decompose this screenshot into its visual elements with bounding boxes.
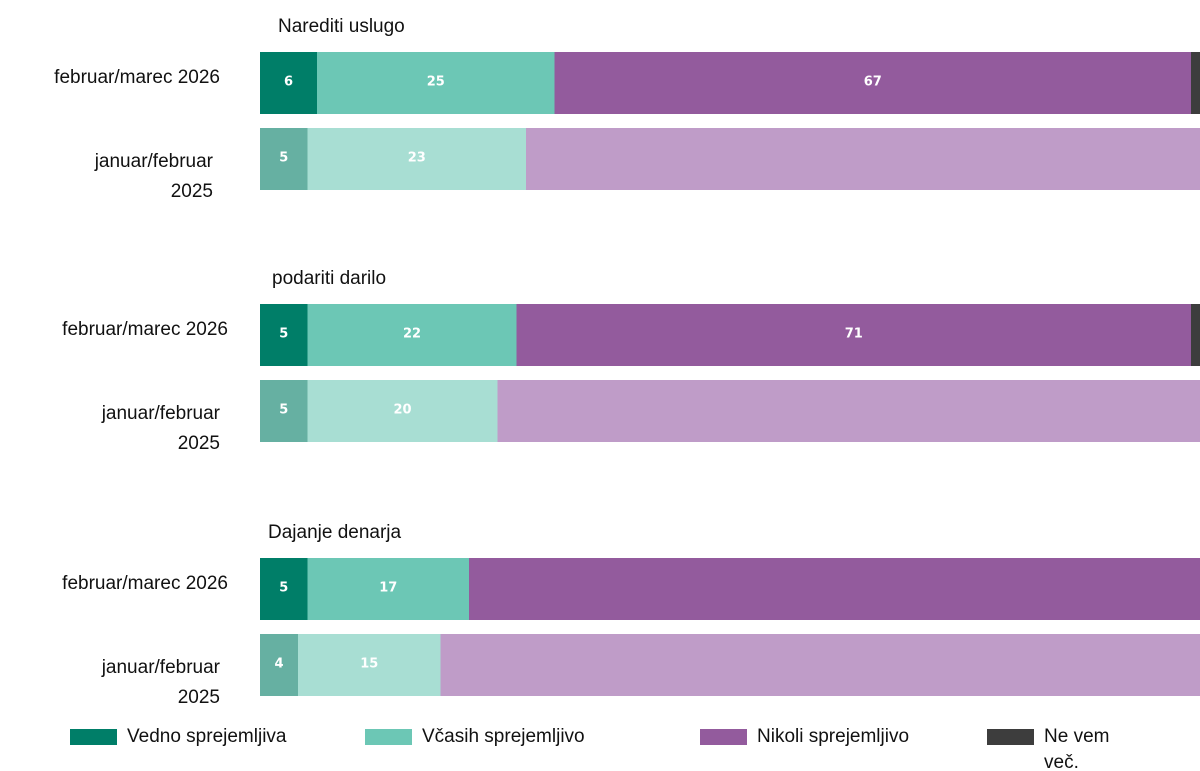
value-label: 20 bbox=[393, 403, 411, 418]
bar-segment bbox=[307, 380, 498, 442]
value-label: 25 bbox=[427, 75, 445, 90]
bar-segment bbox=[307, 558, 469, 620]
category-label: februar/marec 2026 bbox=[54, 67, 220, 88]
category-label: januar/februar 2025 bbox=[101, 657, 221, 708]
legend-label: Nikoli sprejemljivo bbox=[757, 726, 910, 747]
value-label: 15 bbox=[360, 657, 378, 672]
category-label: januar/februar 2025 bbox=[94, 151, 214, 202]
category-line: januar/februar bbox=[94, 151, 214, 172]
value-label: 5 bbox=[279, 327, 288, 342]
category-line: 2025 bbox=[178, 433, 220, 454]
bar-segment bbox=[260, 304, 308, 366]
value-label: 5 bbox=[279, 581, 288, 596]
bar-segment bbox=[260, 380, 308, 442]
bar-segment bbox=[260, 52, 317, 114]
bar-segment bbox=[260, 128, 308, 190]
legend-swatch bbox=[987, 729, 1034, 745]
bar-segment bbox=[497, 380, 1200, 442]
category-label: februar/marec 2026 bbox=[62, 319, 228, 340]
legend-swatch bbox=[365, 729, 412, 745]
category-label: februar/marec 2026 bbox=[62, 573, 228, 594]
value-label: 22 bbox=[403, 327, 421, 342]
value-label: 23 bbox=[408, 151, 426, 166]
value-label: 71 bbox=[845, 327, 863, 342]
bar-segment bbox=[516, 304, 1191, 366]
bar-segment bbox=[307, 304, 517, 366]
value-label: 4 bbox=[274, 657, 283, 672]
category-line: 2025 bbox=[171, 181, 213, 202]
group-title: podariti darilo bbox=[272, 268, 386, 289]
bar-segment bbox=[1191, 304, 1200, 366]
bar-segment bbox=[554, 52, 1191, 114]
value-label: 5 bbox=[279, 151, 288, 166]
legend-label: Vedno sprejemljiva bbox=[127, 726, 287, 747]
legend-swatch bbox=[700, 729, 747, 745]
value-label: 67 bbox=[864, 75, 882, 90]
category-line: januar/februar bbox=[101, 657, 221, 678]
category-line: januar/februar bbox=[101, 403, 221, 424]
bar-segment bbox=[469, 558, 1200, 620]
value-label: 6 bbox=[284, 75, 293, 90]
bar-segment bbox=[260, 634, 298, 696]
legend-swatch bbox=[70, 729, 117, 745]
bar-segment bbox=[440, 634, 1200, 696]
bar-segment bbox=[1191, 52, 1200, 114]
bar-segment bbox=[307, 128, 526, 190]
bar-segment bbox=[526, 128, 1200, 190]
bar-segment bbox=[298, 634, 441, 696]
bar-segment bbox=[260, 558, 308, 620]
legend-label: Ne vem več. bbox=[1044, 726, 1110, 771]
bar-segment bbox=[317, 52, 555, 114]
category-label: januar/februar 2025 bbox=[101, 403, 221, 454]
legend-label: Včasih sprejemljivo bbox=[422, 726, 585, 747]
group-title: Dajanje denarja bbox=[268, 522, 402, 543]
value-label: 17 bbox=[379, 581, 397, 596]
category-line: 2025 bbox=[178, 687, 220, 708]
group-title: Narediti uslugo bbox=[278, 16, 405, 37]
value-label: 5 bbox=[279, 403, 288, 418]
